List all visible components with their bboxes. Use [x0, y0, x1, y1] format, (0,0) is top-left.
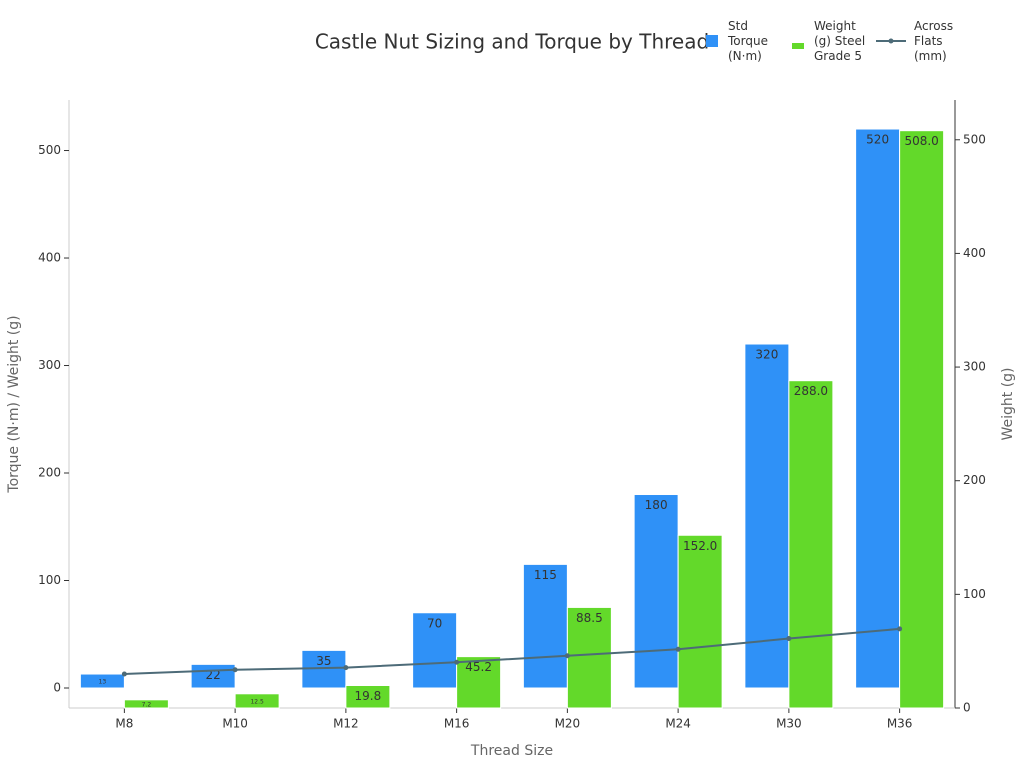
- bar: [123, 699, 169, 709]
- data-label: 180: [645, 498, 668, 512]
- line-point: [121, 671, 127, 677]
- bar: [456, 656, 502, 709]
- bar: [79, 673, 125, 689]
- y-tick-label: 400: [38, 251, 61, 265]
- data-label: 508.0: [904, 134, 938, 148]
- bar: [633, 494, 679, 689]
- bar: [788, 380, 834, 709]
- line-point: [564, 653, 570, 659]
- y2-tick-label: 400: [963, 246, 986, 260]
- legend-item: Std Torque (N·m): [706, 19, 783, 64]
- bar: [744, 343, 790, 689]
- y-tick-label: 0: [53, 681, 61, 695]
- data-label: 70: [427, 616, 442, 630]
- line-point: [786, 636, 792, 642]
- x-tick-label: M10: [222, 717, 248, 731]
- line-point: [343, 665, 349, 671]
- legend-swatch: [876, 38, 906, 44]
- bar: [899, 130, 945, 709]
- y2-tick-label: 0: [963, 701, 971, 715]
- chart-title: Castle Nut Sizing and Torque by Thread: [315, 30, 709, 54]
- data-label: 13: [99, 679, 107, 686]
- x-tick-label: M12: [333, 717, 359, 731]
- data-label: 320: [755, 348, 778, 362]
- y2-axis-label: Weight (g): [1000, 367, 1016, 440]
- legend-item: Across Flats (mm): [876, 19, 964, 64]
- data-label: 88.5: [576, 611, 603, 625]
- line: [124, 627, 900, 676]
- y-axis-label: Torque (N·m) / Weight (g): [6, 315, 22, 493]
- bar: [412, 612, 458, 689]
- x-tick-label: M8: [115, 717, 133, 731]
- line-point: [454, 659, 460, 665]
- legend-label: Std Torque (N·m): [728, 19, 768, 63]
- data-label: 35: [316, 654, 331, 668]
- bar: [855, 128, 901, 689]
- bar: [522, 563, 568, 689]
- y-tick-label: 200: [38, 466, 61, 480]
- y2-tick-label: 200: [963, 473, 986, 487]
- x-tick-label: M20: [555, 717, 581, 731]
- line-point: [232, 667, 238, 673]
- data-label: 115: [534, 568, 557, 582]
- data-label: 12.5: [250, 698, 264, 705]
- legend-swatch: [706, 35, 718, 47]
- y2-tick-label: 500: [963, 132, 986, 146]
- y-tick-label: 100: [38, 573, 61, 587]
- bar: [234, 693, 280, 709]
- data-label: 7.2: [142, 701, 152, 708]
- data-label: 152.0: [683, 539, 717, 553]
- legend-label: Across Flats (mm): [914, 19, 954, 63]
- data-label: 288.0: [794, 384, 828, 398]
- data-label: 520: [866, 133, 889, 147]
- data-label: 19.8: [355, 689, 382, 703]
- line-point: [675, 646, 681, 652]
- x-axis-label: Thread Size: [470, 743, 553, 759]
- bar: [345, 684, 391, 709]
- legend-item: Weight (g) Steel Grade 5: [792, 19, 874, 64]
- line-point: [897, 626, 903, 632]
- y2-tick-label: 100: [963, 587, 986, 601]
- x-tick-label: M36: [887, 717, 913, 731]
- bar: [677, 534, 723, 709]
- x-tick-label: M30: [776, 717, 802, 731]
- x-tick-label: M16: [444, 717, 470, 731]
- y2-tick-label: 300: [963, 360, 986, 374]
- legend-label: Weight (g) Steel Grade 5: [814, 19, 866, 63]
- y-tick-label: 500: [38, 143, 61, 157]
- x-tick-label: M24: [665, 717, 691, 731]
- data-label: 45.2: [465, 660, 492, 674]
- y-tick-label: 300: [38, 358, 61, 372]
- legend-swatch: [792, 43, 804, 49]
